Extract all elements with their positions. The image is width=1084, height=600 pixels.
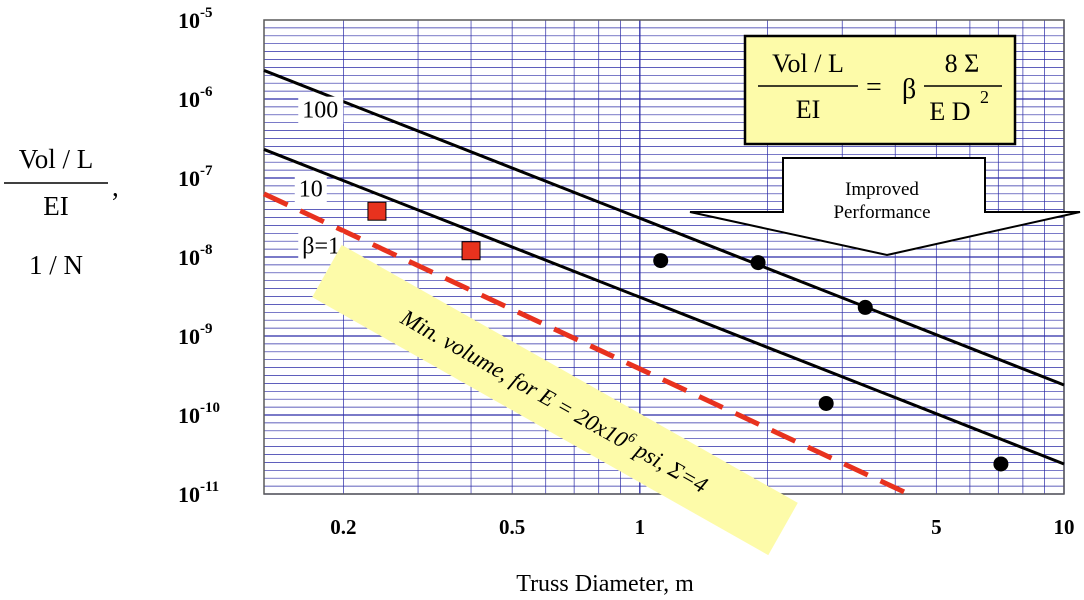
reference-line xyxy=(263,148,1065,466)
x-tick-label: 5 xyxy=(931,515,942,539)
y-tick-label: 10-10 xyxy=(178,400,220,428)
reference-line-label: 100 xyxy=(302,98,338,124)
reference-line xyxy=(263,69,1065,387)
formula-lhs-denominator: EI xyxy=(796,95,821,124)
tick-labels: 0.2 0.5 1 2 5 10 10-5 10-6 10-7 10-8 10-9 10-10 10-1… xyxy=(178,5,1075,539)
formula-rhs-exponent: 2 xyxy=(980,87,989,107)
y-axis-label: Vol / L EI , 1 / N xyxy=(4,144,119,280)
x-axis-label: Truss Diameter, m xyxy=(516,571,694,597)
y-label-numerator: Vol / L xyxy=(19,144,94,174)
black-circle-point xyxy=(993,456,1009,472)
min-volume-note: Min. volume, for E = 20x106 psi, Σ=4 xyxy=(312,244,798,556)
reference-lines: 100 10 β=1 xyxy=(262,69,1065,497)
formula-rhs-denominator: E D xyxy=(929,97,970,126)
y-label-denominator: EI xyxy=(43,191,68,221)
x-tick-label: 0.2 xyxy=(330,515,356,539)
formula-box: Vol / L EI = β 8 Σ E D 2 xyxy=(743,34,1017,146)
reference-line-label-background xyxy=(298,232,344,260)
formula-box-background xyxy=(743,34,1017,146)
y-label-unit: 1 / N xyxy=(29,250,83,280)
red-square-point xyxy=(461,241,481,261)
formula-lhs-numerator: Vol / L xyxy=(772,49,844,78)
reference-line-label-background xyxy=(298,96,344,124)
y-tick-label: 10-11 xyxy=(178,479,219,507)
reference-line-label-background xyxy=(294,175,327,203)
y-label-comma: , xyxy=(112,172,119,202)
improved-performance-arrow: Improved Performance xyxy=(689,157,1081,257)
black-circle-point xyxy=(750,255,766,271)
red-square-point xyxy=(367,201,387,221)
reference-line-label: β=1 xyxy=(302,234,340,260)
reference-line-label: 10 xyxy=(299,177,323,203)
y-tick-label: 10-7 xyxy=(178,163,213,191)
min-volume-note-background xyxy=(312,244,798,556)
y-tick-label: 10-8 xyxy=(178,242,213,270)
arrow-text-line2: Performance xyxy=(833,202,930,223)
formula-equals: = xyxy=(866,72,882,103)
formula-beta: β xyxy=(902,74,916,105)
y-tick-label: 10-5 xyxy=(178,5,213,33)
black-circle-point xyxy=(857,299,873,315)
arrow-shape xyxy=(689,157,1081,257)
x-tick-label: 0.5 xyxy=(499,515,525,539)
data-points xyxy=(367,201,1009,472)
min-volume-note-text: Min. volume, for E = 20x106 psi, Σ=4 xyxy=(396,303,713,498)
formula-rhs-numerator: 8 Σ xyxy=(945,49,980,78)
x-tick-label: 1 xyxy=(635,515,646,539)
black-circle-point xyxy=(653,253,669,269)
x-tick-label: 10 xyxy=(1054,515,1075,539)
y-tick-label: 10-6 xyxy=(178,84,213,112)
y-tick-label: 10-9 xyxy=(178,321,213,349)
black-circle-point xyxy=(818,395,834,411)
arrow-text-line1: Improved xyxy=(845,179,919,200)
